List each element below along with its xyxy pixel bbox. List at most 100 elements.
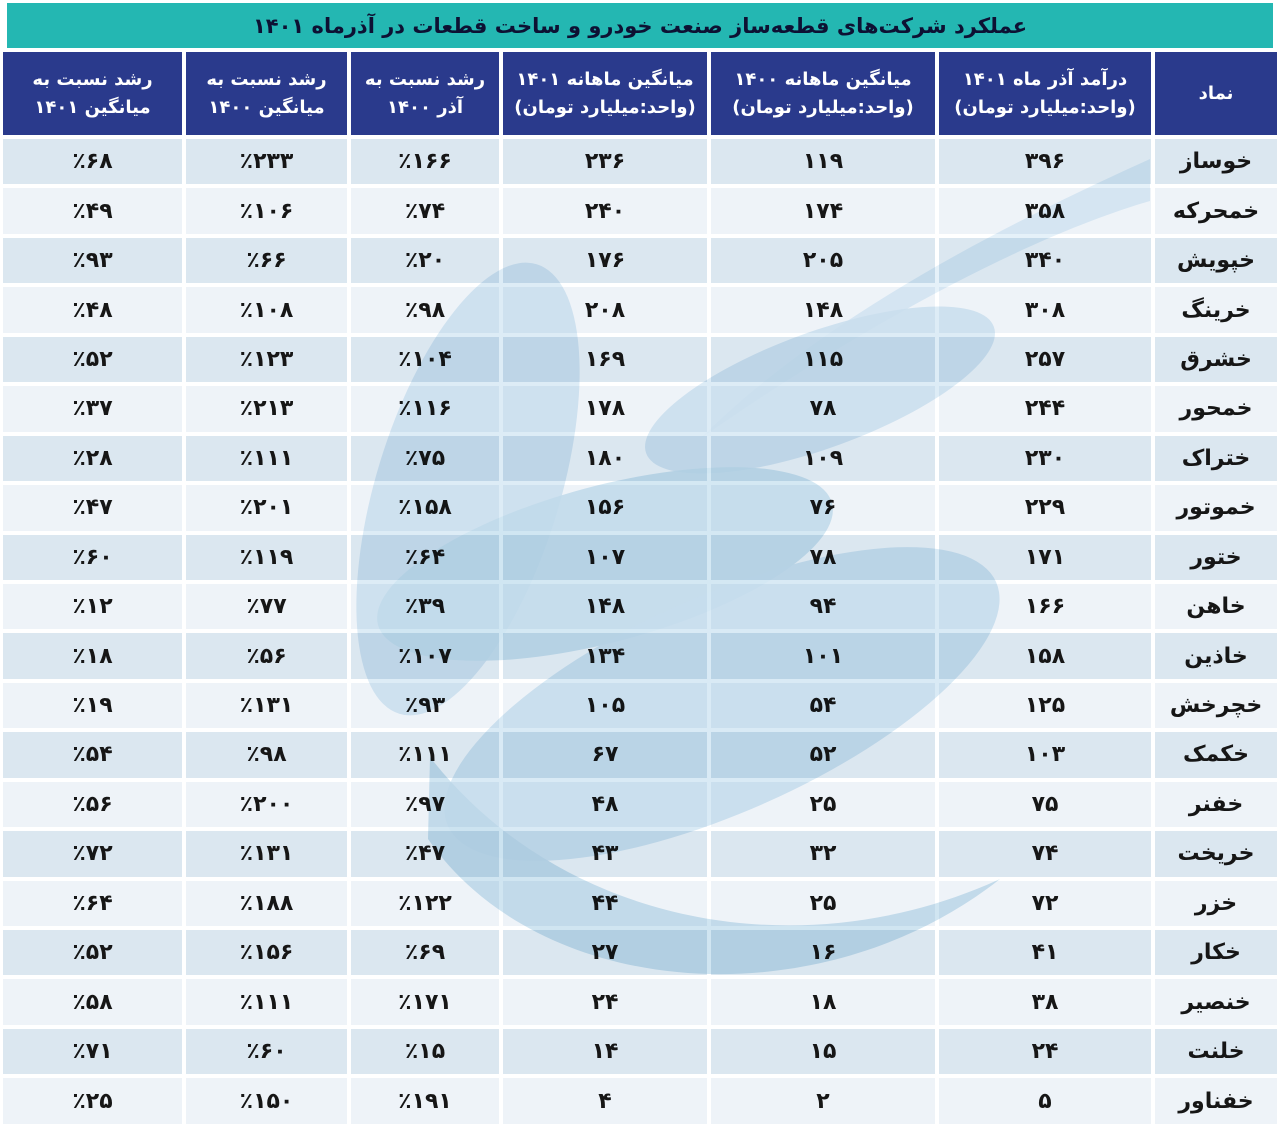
cell-growth-vs-avg-1400: ٪۱۰۸ (186, 287, 347, 333)
cell-avg-monthly-1400: ۱۱۵ (711, 336, 935, 383)
cell-growth-vs-azar-1400: ٪۴۷ (351, 831, 499, 877)
cell-avg-monthly-1400: ۵۲ (711, 732, 935, 778)
cell-avg-monthly-1401: ۱۷۶ (503, 237, 707, 284)
cell-avg-monthly-1401: ۱۶۹ (503, 336, 707, 383)
cell-growth-vs-avg-1401: ٪۶۰ (3, 534, 182, 580)
cell-growth-vs-avg-1400: ٪۹۸ (186, 732, 347, 778)
cell-growth-vs-avg-1400: ٪۶۰ (186, 1028, 347, 1075)
cell-growth-vs-azar-1400: ٪۱۱۱ (351, 732, 499, 778)
cell-revenue-azar-1401: ۳۵۸ (939, 188, 1151, 234)
cell-growth-vs-avg-1400: ٪۲۰۱ (186, 485, 347, 531)
cell-avg-monthly-1400: ۲۵ (711, 880, 935, 926)
cell-revenue-azar-1401: ۷۲ (939, 880, 1151, 926)
cell-growth-vs-azar-1400: ٪۱۵۸ (351, 485, 499, 531)
cell-avg-monthly-1401: ۴ (503, 1078, 707, 1124)
cell-avg-monthly-1401: ۱۷۸ (503, 386, 707, 432)
cell-avg-monthly-1400: ۲۰۵ (711, 237, 935, 284)
cell-growth-vs-avg-1401: ٪۷۲ (3, 831, 182, 877)
cell-revenue-azar-1401: ۳۹۶ (939, 139, 1151, 185)
cell-avg-monthly-1400: ۹۴ (711, 583, 935, 630)
cell-growth-vs-azar-1400: ٪۷۴ (351, 188, 499, 234)
cell-growth-vs-azar-1400: ٪۹۸ (351, 287, 499, 333)
col-header-symbol: نماد (1155, 52, 1277, 135)
cell-growth-vs-azar-1400: ٪۱۶۶ (351, 139, 499, 185)
cell-growth-vs-azar-1400: ٪۳۹ (351, 583, 499, 630)
cell-growth-vs-azar-1400: ٪۲۰ (351, 237, 499, 284)
cell-growth-vs-avg-1401: ٪۶۴ (3, 880, 182, 926)
cell-avg-monthly-1400: ۳۲ (711, 831, 935, 877)
cell-avg-monthly-1400: ۱۷۴ (711, 188, 935, 234)
col-header-revenue-azar-1401: درآمد آذر ماه ۱۴۰۱ (واحد:میلیارد تومان) (939, 52, 1151, 135)
cell-growth-vs-azar-1400: ٪۱۰۷ (351, 633, 499, 679)
cell-avg-monthly-1401: ۴۸ (503, 781, 707, 828)
cell-growth-vs-azar-1400: ٪۱۱۶ (351, 386, 499, 432)
cell-symbol: خفنر (1155, 781, 1277, 828)
cell-symbol: خرینگ (1155, 287, 1277, 333)
cell-growth-vs-avg-1401: ٪۵۲ (3, 930, 182, 976)
cell-revenue-azar-1401: ۴۱ (939, 930, 1151, 976)
cell-symbol: خچرخش (1155, 682, 1277, 729)
cell-growth-vs-avg-1401: ٪۴۹ (3, 188, 182, 234)
cell-symbol: خنصیر (1155, 979, 1277, 1025)
cell-symbol: ختراک (1155, 435, 1277, 482)
cell-growth-vs-avg-1401: ٪۷۱ (3, 1028, 182, 1075)
cell-growth-vs-avg-1400: ٪۲۱۳ (186, 386, 347, 432)
cell-revenue-azar-1401: ۲۴۴ (939, 386, 1151, 432)
cell-avg-monthly-1400: ۱۱۹ (711, 139, 935, 185)
cell-growth-vs-avg-1400: ٪۱۳۱ (186, 831, 347, 877)
cell-avg-monthly-1400: ۷۸ (711, 534, 935, 580)
col-header-symbol-label: نماد (1198, 82, 1234, 104)
cell-growth-vs-azar-1400: ٪۱۹۱ (351, 1078, 499, 1124)
cell-avg-monthly-1400: ۱۰۹ (711, 435, 935, 482)
cell-revenue-azar-1401: ۱۰۳ (939, 732, 1151, 778)
cell-growth-vs-avg-1401: ٪۱۸ (3, 633, 182, 679)
cell-symbol: خمحور (1155, 386, 1277, 432)
cell-growth-vs-avg-1401: ٪۵۶ (3, 781, 182, 828)
cell-revenue-azar-1401: ۲۴ (939, 1028, 1151, 1075)
cell-growth-vs-avg-1401: ٪۲۸ (3, 435, 182, 482)
cell-avg-monthly-1401: ۱۸۰ (503, 435, 707, 482)
cell-symbol: ختور (1155, 534, 1277, 580)
cell-revenue-azar-1401: ۲۲۹ (939, 485, 1151, 531)
cell-revenue-azar-1401: ۳۴۰ (939, 237, 1151, 284)
cell-growth-vs-avg-1401: ٪۳۷ (3, 386, 182, 432)
cell-avg-monthly-1400: ۱۶ (711, 930, 935, 976)
cell-avg-monthly-1400: ۲ (711, 1078, 935, 1124)
cell-growth-vs-azar-1400: ٪۱۰۴ (351, 336, 499, 383)
cell-revenue-azar-1401: ۱۲۵ (939, 682, 1151, 729)
cell-avg-monthly-1401: ۲۴ (503, 979, 707, 1025)
cell-avg-monthly-1401: ۶۷ (503, 732, 707, 778)
cell-revenue-azar-1401: ۳۰۸ (939, 287, 1151, 333)
cell-symbol: خریخت (1155, 831, 1277, 877)
cell-revenue-azar-1401: ۷۵ (939, 781, 1151, 828)
cell-growth-vs-avg-1401: ٪۱۹ (3, 682, 182, 729)
cell-growth-vs-avg-1400: ٪۲۳۳ (186, 139, 347, 185)
cell-symbol: خکار (1155, 930, 1277, 976)
cell-avg-monthly-1400: ۷۸ (711, 386, 935, 432)
cell-avg-monthly-1400: ۲۵ (711, 781, 935, 828)
cell-growth-vs-avg-1401: ٪۲۵ (3, 1078, 182, 1124)
cell-growth-vs-avg-1400: ٪۱۱۱ (186, 979, 347, 1025)
cell-symbol: خمحرکه (1155, 188, 1277, 234)
cell-symbol: خاهن (1155, 583, 1277, 630)
cell-growth-vs-avg-1400: ٪۱۱۹ (186, 534, 347, 580)
cell-growth-vs-avg-1400: ٪۶۶ (186, 237, 347, 284)
cell-growth-vs-azar-1400: ٪۹۳ (351, 682, 499, 729)
cell-growth-vs-avg-1401: ٪۴۷ (3, 485, 182, 531)
cell-revenue-azar-1401: ۱۵۸ (939, 633, 1151, 679)
cell-revenue-azar-1401: ۷۴ (939, 831, 1151, 877)
cell-growth-vs-avg-1400: ٪۱۲۳ (186, 336, 347, 383)
cell-growth-vs-avg-1400: ٪۲۰۰ (186, 781, 347, 828)
cell-symbol: خلنت (1155, 1028, 1277, 1075)
cell-revenue-azar-1401: ۱۶۶ (939, 583, 1151, 630)
cell-avg-monthly-1400: ۱۴۸ (711, 287, 935, 333)
cell-growth-vs-azar-1400: ٪۱۵ (351, 1028, 499, 1075)
cell-avg-monthly-1400: ۷۶ (711, 485, 935, 531)
cell-growth-vs-avg-1401: ٪۵۲ (3, 336, 182, 383)
cell-revenue-azar-1401: ۱۷۱ (939, 534, 1151, 580)
col-header-growth-vs-avg-1400: رشد نسبت به میانگین ۱۴۰۰ (186, 52, 347, 135)
cell-growth-vs-avg-1400: ٪۱۱۱ (186, 435, 347, 482)
cell-avg-monthly-1401: ۲۳۶ (503, 139, 707, 185)
